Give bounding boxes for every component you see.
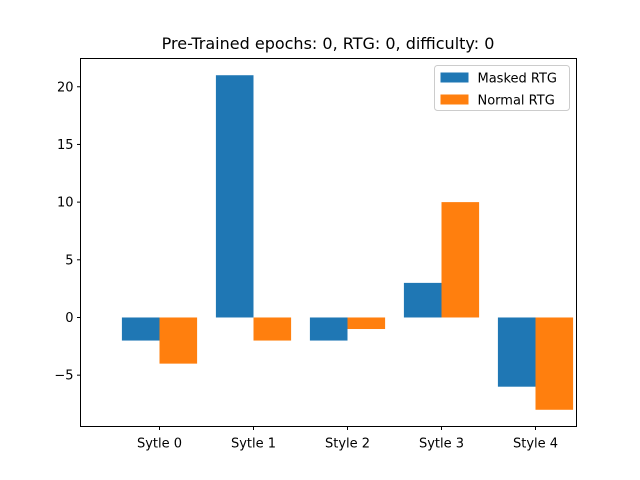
- y-tick-label: 0: [65, 311, 73, 326]
- x-tick-label: Sytle 1: [231, 437, 276, 452]
- bar-masked-rtg-3: [403, 282, 442, 318]
- legend-swatch-normal-rtg: [440, 94, 469, 105]
- legend-swatch-masked-rtg: [440, 72, 469, 83]
- chart-title: Pre-Trained epochs: 0, RTG: 0, difficult…: [162, 34, 495, 53]
- y-tick-label: −5: [54, 369, 73, 384]
- bar-normal-rtg-3: [441, 202, 480, 318]
- bar-normal-rtg-1: [253, 317, 292, 341]
- y-axis: −5 0 5 10 15 20: [54, 80, 81, 384]
- x-tick-label: Style 2: [325, 437, 370, 452]
- legend-label-masked-rtg: Masked RTG: [478, 72, 558, 87]
- x-tick-label: Style 4: [513, 437, 558, 452]
- x-axis: Sytle 0 Sytle 1 Style 2 Sytle 3 Style 4: [137, 426, 558, 452]
- bar-masked-rtg-1: [215, 75, 254, 318]
- y-tick-label: 10: [57, 196, 74, 211]
- y-tick-label: 15: [57, 138, 74, 153]
- bar-normal-rtg-0: [159, 317, 198, 364]
- bar-masked-rtg-2: [309, 317, 348, 341]
- legend-label-normal-rtg: Normal RTG: [478, 94, 555, 109]
- x-tick-label: Sytle 0: [137, 437, 182, 452]
- bar-masked-rtg-4: [497, 317, 536, 387]
- plot-frame: [80, 58, 577, 427]
- bar-masked-rtg-0: [121, 317, 160, 341]
- y-tick-label: 20: [57, 80, 74, 95]
- x-tick-label: Sytle 3: [419, 437, 464, 452]
- bars-group: [121, 75, 574, 410]
- bar-normal-rtg-4: [535, 317, 574, 410]
- y-tick-label: 5: [65, 253, 73, 268]
- legend: Masked RTG Normal RTG: [434, 65, 570, 111]
- bar-normal-rtg-2: [347, 317, 386, 330]
